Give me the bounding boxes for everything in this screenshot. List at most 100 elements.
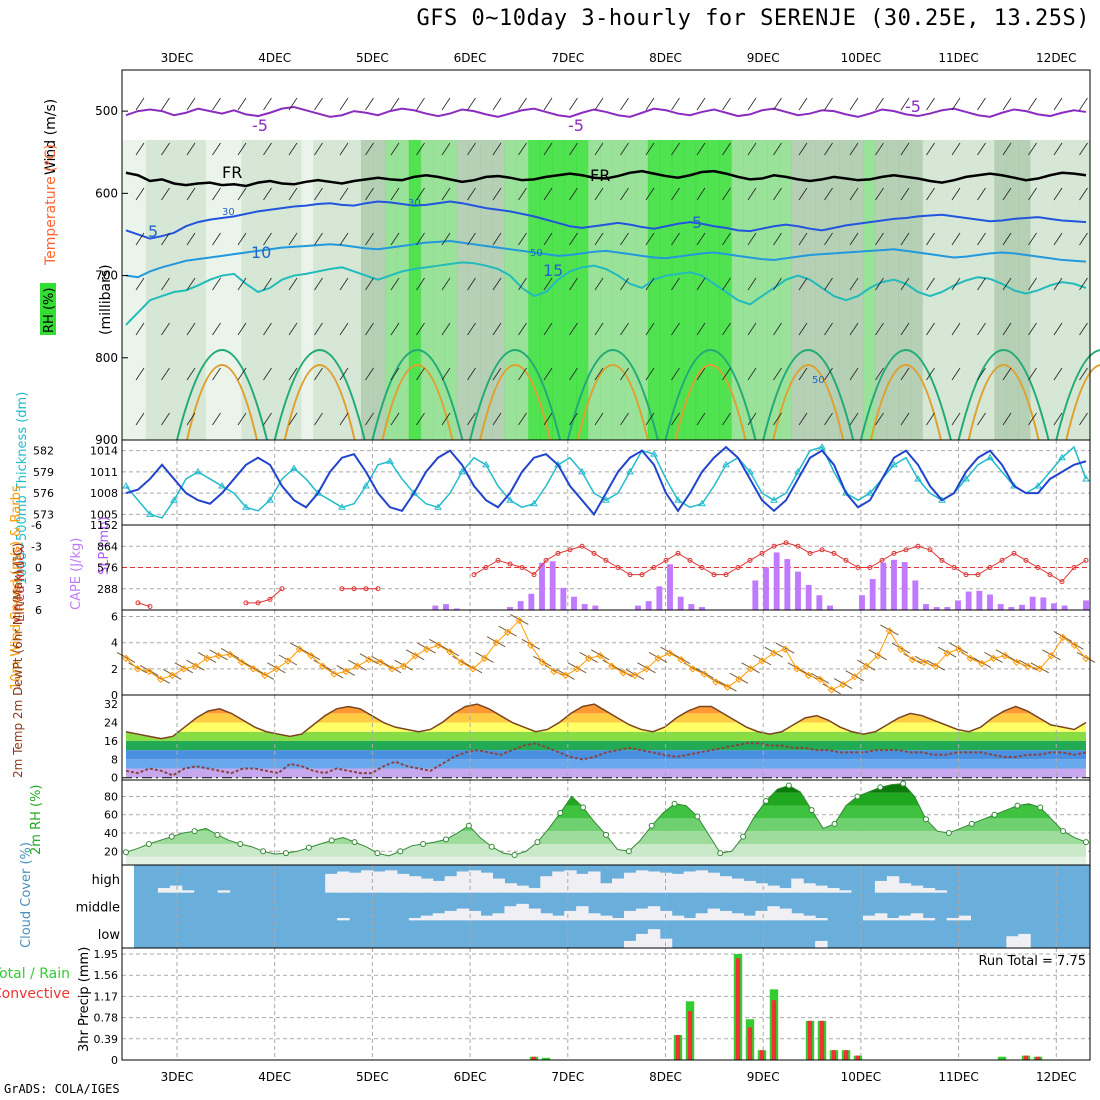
wind-barb	[492, 142, 502, 156]
wind-barb	[416, 232, 425, 246]
wind-barb	[416, 277, 425, 291]
wind-barb	[186, 232, 196, 246]
contour-label: 15	[543, 261, 563, 280]
cloud-middle-cell	[779, 908, 792, 921]
lifted-index-point	[843, 557, 849, 563]
cape-bar	[965, 591, 972, 610]
wind-barb	[972, 657, 992, 669]
wind-barb	[696, 97, 706, 111]
footer-credit: GrADS: COLA/IGES	[4, 1082, 120, 1096]
cloud-middle-cell	[695, 913, 709, 921]
wind-barb	[810, 672, 830, 684]
wind-barb	[1028, 322, 1037, 336]
wind-speed-marker	[700, 670, 709, 678]
wind-barb	[747, 142, 757, 156]
wind-barb	[212, 232, 221, 246]
wind-barb	[926, 142, 935, 156]
wind-barb	[556, 668, 575, 680]
wind-barb	[880, 624, 899, 636]
wind-speed-marker	[793, 665, 801, 673]
wind-speed-marker	[978, 659, 986, 668]
wind-barb	[186, 412, 196, 426]
thickness-marker	[410, 489, 418, 496]
thickness-marker	[914, 474, 922, 482]
lifted-index-point	[507, 561, 513, 567]
wind-barb	[390, 412, 400, 426]
rh-point	[580, 804, 587, 811]
cloud-high-cell	[659, 872, 673, 893]
wind-barb	[620, 367, 629, 381]
wind-barb	[492, 322, 502, 336]
cloud-high-cell	[647, 871, 661, 893]
wind-barb	[926, 232, 935, 246]
cloud-high-cell	[755, 883, 768, 893]
lifted-tick-label: 0	[35, 562, 42, 575]
precip-convective-bar	[819, 1020, 825, 1060]
rh-band	[126, 856, 1086, 865]
warm-contour	[469, 349, 562, 441]
wind-speed-marker	[665, 649, 674, 657]
wind-speed-marker	[897, 645, 905, 653]
wind-barb	[441, 232, 451, 246]
slp-tick-label: 1008	[90, 487, 118, 500]
cloud-middle-cell	[862, 915, 876, 921]
wind-speed-line	[125, 619, 1087, 691]
wind-barb	[849, 232, 859, 246]
wind-speed-marker	[816, 675, 824, 684]
side-label-wind: Wind (m/s)	[43, 99, 59, 175]
wind-barb	[365, 97, 374, 111]
thickness-axis-label: 1000~500mb Thickness (dm)	[15, 392, 30, 585]
precip-total-label: Total / Rain	[0, 966, 70, 982]
x-tick-label-top: 7DEC	[551, 51, 584, 65]
side-label-rh: RH (%)	[42, 288, 57, 333]
rh-shade-column	[349, 140, 362, 440]
wind-speed-marker	[862, 662, 870, 670]
rh-shade-column	[683, 140, 697, 440]
warm-contour	[762, 349, 855, 441]
wind-speed-marker	[295, 645, 304, 653]
wind-barb	[620, 322, 629, 336]
cloud-high-cell	[695, 870, 709, 893]
thickness-marker	[818, 443, 826, 450]
thickness-marker	[338, 503, 346, 510]
rh-shade-column	[958, 140, 972, 440]
wind-barb	[951, 97, 961, 111]
wind-barb	[594, 367, 604, 381]
lifted-index-point	[675, 550, 681, 556]
wind-barb	[824, 97, 833, 111]
wind-barb	[416, 367, 425, 381]
thickness-marker	[986, 453, 994, 461]
cloud-high-cell	[803, 883, 816, 893]
wind-speed-marker	[955, 645, 963, 653]
wind-barb	[186, 659, 205, 671]
wind-barb	[186, 142, 196, 156]
cloud-high-cell	[731, 878, 744, 893]
precip-tick-label: 1.95	[94, 948, 119, 961]
wind-barb	[1028, 97, 1037, 111]
wind-barb	[594, 142, 604, 156]
wind-barb	[186, 97, 196, 111]
cape-tick-label: 864	[97, 540, 118, 553]
warm-contour	[566, 349, 659, 441]
y-tick-label: 500	[95, 104, 118, 118]
lifted-index-point	[651, 565, 657, 570]
cloud-high-cell	[157, 887, 171, 893]
wind-tick-label: 6	[111, 611, 118, 624]
thickness-marker	[122, 482, 130, 489]
wind-barb	[492, 277, 502, 291]
wind-barb	[671, 142, 680, 156]
thickness-marker	[482, 460, 490, 468]
cloud-middle-cell	[707, 908, 721, 921]
lifted-index-point	[879, 557, 885, 563]
precip-convective-bar	[747, 1027, 753, 1060]
rh-shade-column	[122, 140, 135, 440]
cloud-high-cell	[576, 873, 589, 893]
wind-barb	[543, 97, 553, 111]
rh-shade-column	[361, 140, 374, 440]
wind-barb	[951, 412, 961, 426]
cloud-high-cell	[922, 887, 936, 893]
lifted-index-point	[591, 550, 597, 556]
x-tick-label-top: 10DEC	[841, 51, 881, 65]
rh-shade-column	[289, 140, 302, 440]
wind-barb	[339, 97, 349, 111]
